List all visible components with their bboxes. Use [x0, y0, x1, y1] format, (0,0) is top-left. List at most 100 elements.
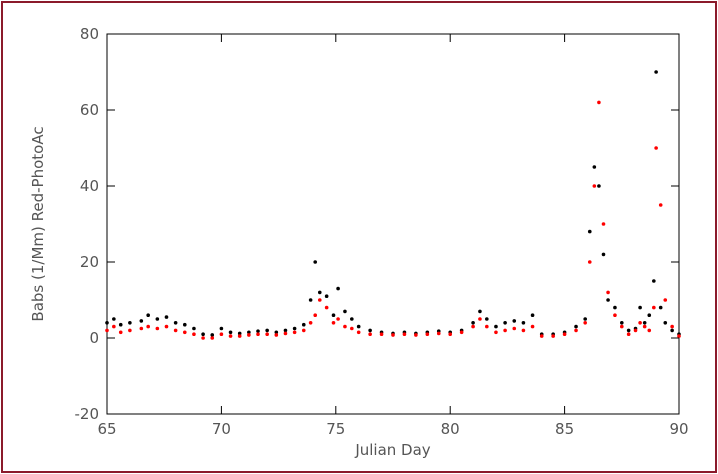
data-point [219, 326, 224, 331]
data-point [448, 332, 453, 337]
data-point [379, 332, 384, 337]
data-point [654, 70, 658, 74]
data-point [478, 317, 482, 321]
data-point [663, 298, 668, 302]
data-point [313, 313, 318, 318]
data-point [301, 322, 306, 327]
x-tick-label: 70 [212, 420, 231, 438]
data-point [146, 313, 150, 318]
data-point [128, 321, 132, 325]
data-point [164, 324, 169, 329]
data-point [173, 328, 178, 333]
y-tick-label: -20 [75, 405, 100, 423]
data-point [247, 333, 251, 337]
data-point [562, 332, 567, 337]
data-point [601, 222, 606, 226]
data-point [633, 328, 638, 333]
plot-area [106, 33, 680, 415]
data-point [613, 305, 617, 310]
y-tick-label: 60 [80, 101, 99, 119]
data-point [237, 334, 242, 338]
data-point [592, 165, 597, 169]
data-point [402, 332, 407, 337]
data-point [620, 321, 624, 325]
data-point [485, 324, 489, 329]
data-point [155, 317, 160, 321]
series-1 [105, 100, 681, 340]
data-point [606, 290, 610, 295]
data-point [331, 321, 336, 325]
data-point [105, 328, 109, 333]
data-point [583, 317, 587, 321]
data-point [173, 321, 178, 325]
data-point [574, 324, 578, 329]
data-point [283, 328, 288, 333]
data-point [350, 326, 354, 331]
data-point [642, 321, 647, 325]
data-point [139, 319, 144, 323]
data-point [343, 309, 347, 314]
data-point [521, 328, 526, 333]
data-point [118, 322, 123, 327]
data-point [642, 324, 647, 329]
data-point [155, 326, 160, 331]
data-point [597, 184, 601, 188]
data-point [425, 332, 430, 337]
scatter-chart: 65 70 75 80 85 90 -20 0 20 40 60 80 Julian Day Babs… [29, 25, 689, 459]
data-point [274, 330, 279, 335]
data-point [587, 260, 592, 264]
data-point [324, 294, 329, 299]
data-point [210, 333, 215, 337]
data-point [356, 330, 361, 335]
data-point [471, 324, 475, 329]
data-point [317, 298, 322, 302]
data-point [331, 313, 336, 318]
data-point [512, 319, 517, 323]
data-point [292, 330, 297, 335]
data-point [670, 324, 674, 329]
data-point [503, 328, 507, 333]
data-point [494, 324, 498, 329]
data-point [485, 317, 489, 321]
data-point [626, 332, 631, 337]
data-point [459, 330, 464, 335]
data-point [112, 317, 116, 321]
data-point [146, 324, 150, 329]
data-point [336, 286, 340, 291]
data-point [336, 317, 340, 321]
data-point [551, 334, 555, 338]
data-point [478, 309, 482, 314]
data-point [647, 313, 652, 318]
data-point [658, 305, 663, 310]
data-point [164, 315, 169, 319]
data-point [626, 328, 631, 333]
data-point [638, 321, 642, 325]
data-point [237, 331, 242, 336]
series-layer [105, 70, 681, 340]
data-point [587, 229, 592, 234]
data-point [201, 336, 205, 340]
data-point [128, 328, 132, 333]
data-point [592, 184, 597, 188]
data-point [201, 332, 205, 337]
data-point [530, 324, 535, 329]
data-point [301, 328, 306, 333]
data-point [512, 326, 517, 331]
data-point [105, 321, 109, 325]
x-tick-label: 90 [669, 420, 688, 438]
data-point [368, 328, 372, 333]
data-point [652, 305, 656, 310]
y-tick-label: 40 [80, 177, 99, 195]
data-point [139, 326, 144, 331]
data-point [638, 305, 642, 310]
data-point [606, 298, 610, 302]
data-point [265, 332, 269, 337]
data-point [658, 203, 663, 207]
data-point [368, 332, 372, 337]
series-0 [105, 70, 681, 337]
data-point [539, 334, 544, 338]
ticks-layer: 65 70 75 80 85 90 -20 0 20 40 60 80 [75, 25, 689, 438]
data-point [677, 334, 681, 338]
data-point [283, 331, 288, 336]
